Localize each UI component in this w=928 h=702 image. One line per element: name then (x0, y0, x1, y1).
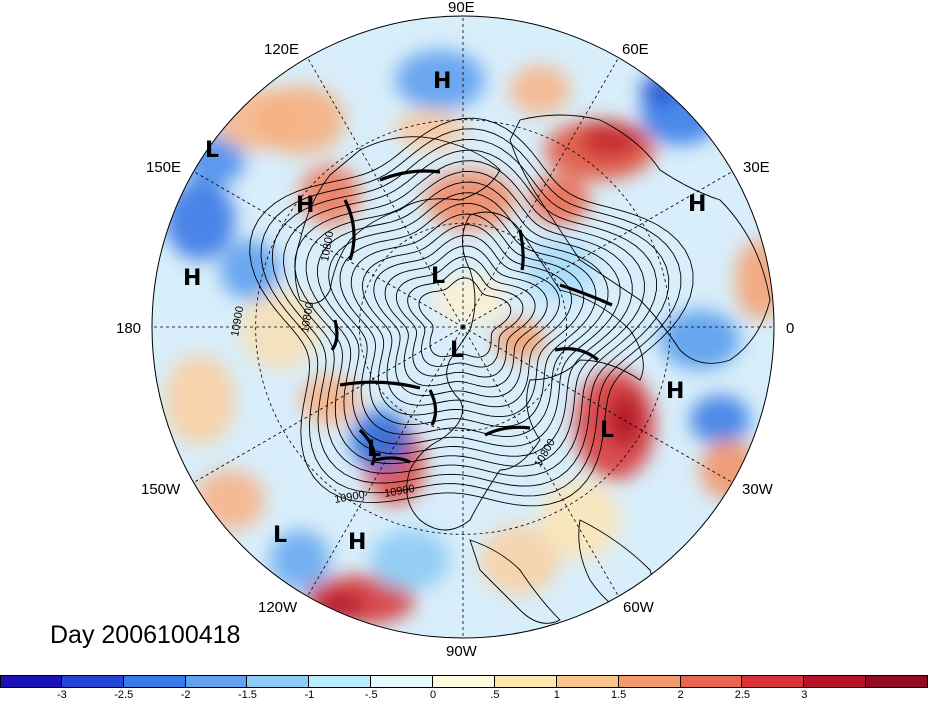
colorbar-tick-label: 3 (801, 689, 808, 701)
anomaly-shading (165, 50, 774, 625)
colorbar-cell (61, 675, 124, 688)
pressure-center-label: L (205, 138, 220, 163)
lon-label-120e: 120E (264, 41, 300, 58)
colorbar-tick-label: -2.5 (114, 689, 134, 701)
colorbar-tick-label: .5 (490, 689, 500, 701)
colorbar-frame (0, 675, 928, 688)
lon-label-90w: 90W (446, 643, 477, 660)
graticule (152, 16, 774, 638)
lon-label-30e: 30E (743, 159, 770, 176)
colorbar-cell (742, 675, 805, 688)
lon-label-30w: 30W (742, 481, 773, 498)
day-label: Day 2006100418 (50, 621, 241, 649)
pressure-center-label: H (433, 69, 452, 94)
pressure-center-label: L (273, 523, 288, 548)
colorbar-tick-label: -1.5 (237, 689, 257, 701)
lon-label-60e: 60E (622, 41, 649, 58)
lon-label-180: 180 (116, 320, 142, 337)
colorbar-tick-label: 2.5 (734, 689, 751, 701)
contour-label: 10900 (333, 489, 365, 506)
colorbar-tick-label: -3 (56, 689, 67, 701)
colorbar-cell (618, 675, 681, 688)
lon-label-150w: 150W (141, 481, 181, 498)
colorbar-cell (556, 675, 619, 688)
lon-label-150e: 150E (146, 159, 182, 176)
contour-label: 10800 (319, 230, 336, 262)
colorbar-cell (680, 675, 743, 688)
colorbar-tick-label: 1 (553, 689, 560, 701)
colorbar-cell (247, 675, 310, 688)
pressure-center-label: L (367, 437, 382, 462)
contour-label: 10900 (383, 483, 415, 500)
pressure-center-label: L (431, 264, 446, 289)
lon-label-60w: 60W (623, 599, 654, 616)
colorbar-cell (433, 675, 495, 688)
colorbar-tick-label: 0 (430, 689, 437, 701)
pressure-center-label: L (600, 418, 615, 443)
map-boundary (151, 15, 775, 639)
pressure-center-label: H (688, 192, 707, 217)
colorbar-tick-label: -2 (180, 689, 191, 701)
colorbar-cell (494, 675, 557, 688)
lon-label-0: 0 (786, 320, 795, 337)
colorbar-tick-label: -1 (304, 689, 315, 701)
colorbar-tick-label: 2 (677, 689, 684, 701)
colorbar-cell (309, 675, 372, 688)
pressure-center-label: H (348, 530, 367, 555)
colorbar-tick-label: 1.5 (611, 689, 627, 701)
contour-label: 10800 (299, 301, 316, 333)
colorbar-cell (371, 675, 434, 688)
lon-label-90e: 90E (448, 0, 475, 16)
pressure-center-label: H (666, 379, 685, 404)
colorbar-tick-label: -.5 (364, 689, 378, 701)
colorbar (0, 675, 928, 688)
colorbar-cell (804, 675, 867, 688)
pressure-center-label: L (450, 338, 465, 363)
pressure-center-label: H (296, 193, 315, 218)
contour-label: 10900 (229, 305, 246, 337)
colorbar-cell (185, 675, 248, 688)
colorbar-cell (123, 675, 186, 688)
colorbar-cell (0, 675, 62, 688)
lon-label-120w: 120W (258, 599, 298, 616)
pressure-center-label: H (183, 266, 202, 291)
